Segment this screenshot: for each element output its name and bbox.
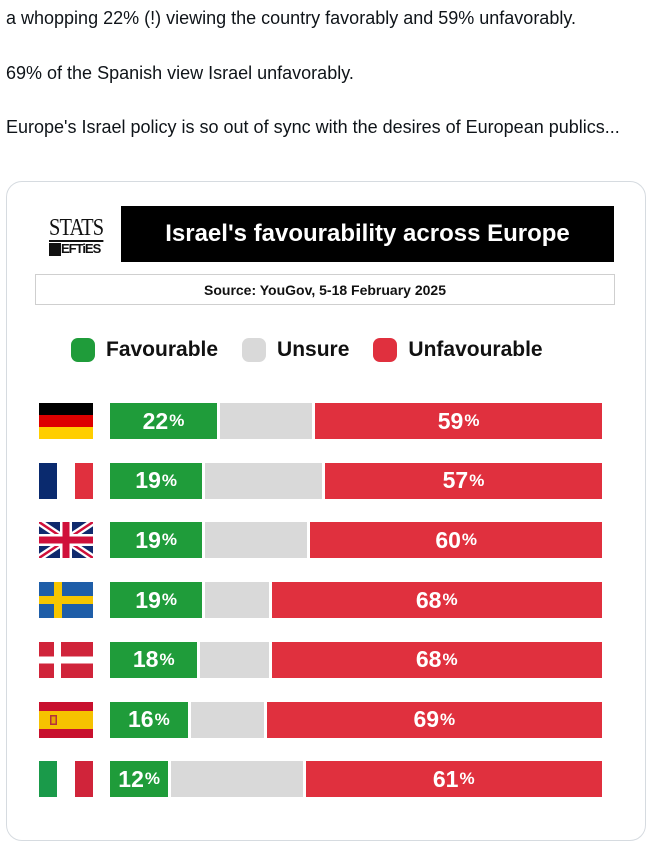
bar-favourable-7-label: 12 [118,765,144,792]
bar-unfavourable-1-label: 59 [437,407,464,434]
bar-favourable-5: 18% [110,641,198,678]
media-card[interactable]: STATS EFTiES Israel's favourability acro… [6,181,646,841]
logo-top-text: STATS [49,215,104,242]
bar-unfavourable-6-percent-sign: % [440,709,456,729]
bar-favourable-6: 16% [110,701,188,738]
bar-unfavourable-4-label: 68 [415,586,442,613]
logo-box [49,243,61,256]
bar-unsure-6 [190,701,264,738]
germany-flag-icon [39,403,93,439]
bar-unfavourable-2: 57% [324,462,602,499]
bar-favourable-2: 19% [110,462,203,499]
bar-unsure-3 [205,522,308,559]
bar-unfavourable-5-percent-sign: % [442,649,458,669]
bar-unsure-1 [219,403,313,439]
bar-unsure-5 [200,641,269,678]
legend-unsure-label: Unsure [277,338,350,361]
bar-unfavourable-1-percent-sign: % [464,411,480,430]
legend-favourable-swatch [71,338,95,362]
bar-unfavourable-3-label: 60 [435,526,461,553]
bar-unfavourable-6: 69% [266,701,602,738]
legend-unfavourable-swatch [373,338,398,362]
tweet-line-1: a whopping 22% (!) viewing the country f… [6,8,576,28]
bar-favourable-5-percent-sign: % [159,649,175,669]
bar-unfavourable-1: 59% [315,403,602,439]
legend-favourable: Favourable [71,338,218,362]
italy-flag-icon [39,761,93,798]
bar-favourable-4: 19% [110,582,203,619]
bar-favourable-1-label: 22 [142,407,169,434]
legend-unsure-swatch [242,338,267,362]
bar-favourable-6-percent-sign: % [154,709,170,729]
bar-favourable-6-label: 16 [128,706,154,732]
chart-legend: Favourable Unsure Unfavourable [71,338,567,362]
legend-favourable-label: Favourable [106,338,219,361]
bar-favourable-4-label: 19 [135,586,161,613]
bar-unfavourable-4: 68% [271,582,602,619]
bar-unfavourable-3-percent-sign: % [461,530,478,550]
bar-unfavourable-7: 61% [305,761,602,798]
bar-favourable-5-label: 18 [132,646,159,673]
tweet-line-2: 69% of the Spanish view Israel unfavorab… [6,63,354,83]
bar-favourable-4-percent-sign: % [161,590,178,610]
bar-unsure-4 [205,582,269,619]
legend-unsure: Unsure [242,338,349,362]
bar-unfavourable-6-label: 69 [413,706,440,732]
bar-unfavourable-7-label: 61 [432,765,459,792]
bar-favourable-1-percent-sign: % [169,411,185,430]
france-flag-icon [39,462,93,499]
bar-unfavourable-3: 60% [310,522,602,559]
stats-lefties-logo: STATS EFTiES [47,216,109,262]
bar-favourable-2-percent-sign: % [161,470,178,490]
bar-favourable-1: 22% [110,403,217,439]
bar-unfavourable-4-percent-sign: % [442,590,458,610]
bar-unfavourable-5-label: 68 [415,646,442,673]
bar-favourable-2-label: 19 [135,467,161,494]
sweden-flag-icon [39,582,93,619]
bar-unsure-7 [171,761,303,798]
chart-source: Source: YouGov, 5-18 February 2025 [35,274,615,305]
chart-title: Israel's favourability across Europe [121,206,614,262]
bar-favourable-3: 19% [110,522,203,559]
logo-bottom-text: EFTiES [61,241,101,256]
tweet-line-3: Europe's Israel policy is so out of sync… [6,117,620,137]
bar-unfavourable-2-label: 57 [442,467,469,494]
bar-favourable-7-percent-sign: % [144,769,161,789]
spain-flag-icon [39,701,93,738]
bar-favourable-3-percent-sign: % [161,530,178,550]
bar-favourable-3-label: 19 [135,526,161,553]
bar-unfavourable-7-percent-sign: % [459,769,475,789]
bar-unsure-2 [205,462,322,499]
legend-unfavourable: Unfavourable [373,338,543,362]
bar-favourable-7: 12% [110,761,169,798]
denmark-flag-icon [39,641,93,678]
uk-flag-icon [39,522,93,559]
bar-unfavourable-5: 68% [271,641,602,678]
legend-unfavourable-label: Unfavourable [408,338,543,361]
bar-unfavourable-2-percent-sign: % [469,470,485,490]
